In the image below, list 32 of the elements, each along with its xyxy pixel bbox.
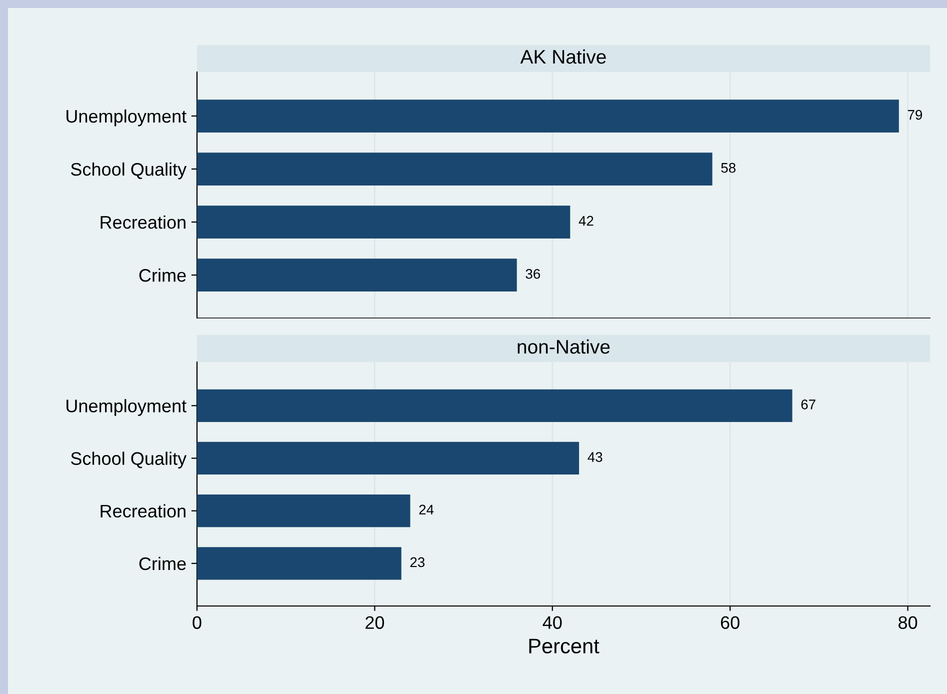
y-tick-label: Crime xyxy=(139,556,186,570)
y-tick-label: School Quality xyxy=(70,452,187,469)
y-tick-label: Unemployment xyxy=(66,399,186,416)
bar xyxy=(197,442,580,475)
chart-title: non-Native xyxy=(518,339,610,354)
bar xyxy=(197,494,410,528)
x-tick-label: 80 xyxy=(898,616,918,629)
data-label: 36 xyxy=(526,268,540,279)
x-tick-label: 0 xyxy=(192,616,202,629)
data-label: 24 xyxy=(419,504,434,514)
data-label: 58 xyxy=(721,162,736,173)
x-tick-label: 60 xyxy=(720,616,740,629)
data-label: 67 xyxy=(801,400,816,410)
x-tick-label: 20 xyxy=(366,616,384,629)
y-tick-label: School Quality xyxy=(70,162,187,180)
data-label: 23 xyxy=(410,557,425,568)
data-label: 43 xyxy=(588,452,602,462)
y-tick-label: Recreation xyxy=(100,504,186,518)
bar xyxy=(197,100,899,132)
bar xyxy=(197,258,517,292)
bar xyxy=(197,547,402,580)
y-tick-label: Unemployment xyxy=(66,109,186,126)
data-label: 42 xyxy=(578,216,594,226)
x-axis-title: Percent xyxy=(529,638,600,654)
bar xyxy=(197,389,792,422)
y-tick-label: Recreation xyxy=(100,215,186,229)
chart-title: AK Native xyxy=(520,49,606,64)
bar xyxy=(197,152,712,186)
data-label: 79 xyxy=(908,110,922,120)
x-tick-label: 40 xyxy=(542,616,562,629)
y-tick-label: Crime xyxy=(139,268,186,282)
bar xyxy=(197,206,570,238)
